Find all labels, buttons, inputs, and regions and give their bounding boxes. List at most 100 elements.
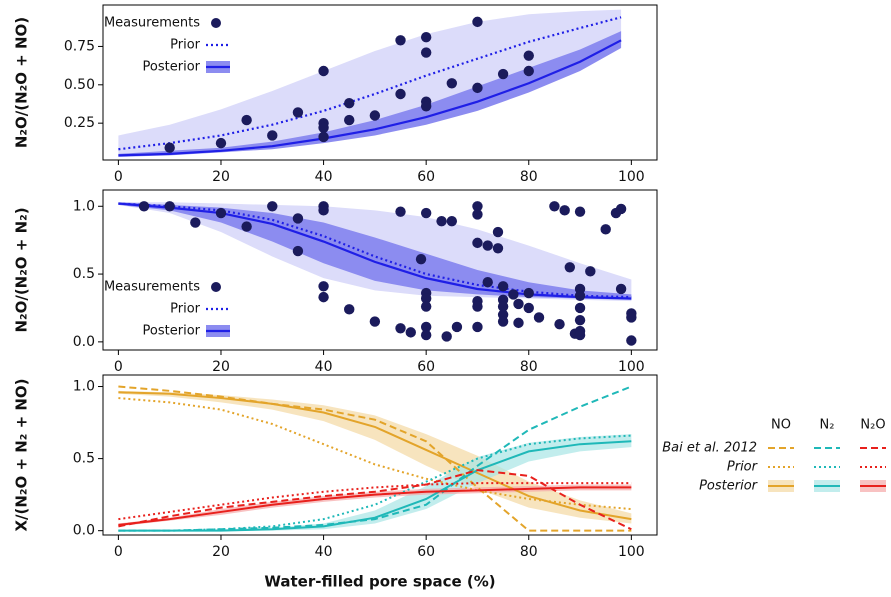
curve bbox=[118, 482, 632, 521]
axes-frame bbox=[102, 374, 658, 536]
measurement bbox=[138, 201, 150, 212]
measurement bbox=[585, 266, 596, 277]
measurement bbox=[420, 32, 432, 43]
measurement bbox=[574, 314, 586, 326]
measurement bbox=[420, 321, 432, 333]
measurement bbox=[508, 289, 519, 300]
measurement bbox=[574, 206, 586, 217]
measurement bbox=[395, 35, 406, 46]
measurement bbox=[626, 335, 637, 346]
y-tick-label: 0.0 bbox=[73, 523, 95, 539]
measurement bbox=[600, 224, 611, 235]
curve bbox=[118, 486, 632, 526]
measurement bbox=[446, 78, 458, 89]
measurement bbox=[533, 312, 545, 323]
x-tick-label: 60 bbox=[417, 169, 435, 185]
measurement bbox=[472, 321, 483, 333]
measurement bbox=[472, 237, 483, 249]
measurement bbox=[420, 293, 432, 304]
measurement bbox=[513, 298, 524, 310]
measurement bbox=[472, 82, 483, 94]
measurement bbox=[318, 65, 329, 77]
measurement bbox=[574, 302, 586, 314]
measurement bbox=[215, 207, 227, 219]
measurement bbox=[292, 245, 304, 257]
measurement bbox=[415, 253, 427, 265]
curve bbox=[118, 385, 632, 532]
curve bbox=[118, 469, 632, 531]
x-tick-label: 40 bbox=[315, 544, 333, 560]
curve bbox=[118, 385, 632, 532]
measurement bbox=[344, 98, 355, 109]
y-tick-label: 0.50 bbox=[64, 77, 95, 93]
legend-header: NO bbox=[771, 418, 791, 433]
measurement bbox=[318, 291, 329, 303]
measurement bbox=[492, 243, 504, 254]
measurement bbox=[436, 215, 447, 227]
measurement bbox=[344, 114, 355, 126]
x-tick-label: 100 bbox=[618, 544, 645, 560]
measurement bbox=[215, 137, 227, 149]
measurement bbox=[451, 321, 463, 333]
legend-label: Posterior bbox=[143, 324, 201, 339]
x-tick-label: 40 bbox=[315, 169, 333, 185]
legend-dot bbox=[211, 18, 221, 28]
measurement bbox=[523, 302, 534, 314]
measurement bbox=[482, 277, 493, 288]
measurement bbox=[615, 283, 627, 295]
measurement bbox=[472, 301, 483, 312]
measurement bbox=[267, 130, 278, 141]
y-tick-label: 0.75 bbox=[64, 38, 95, 54]
measurement bbox=[497, 316, 509, 327]
measurement bbox=[472, 201, 483, 212]
x-tick-label: 60 bbox=[417, 544, 435, 560]
legend-label: Posterior bbox=[143, 60, 201, 75]
band bbox=[118, 31, 622, 157]
y-axis-label: N₂O/(N₂O + N₂) bbox=[13, 207, 31, 332]
band bbox=[118, 484, 632, 527]
measurement bbox=[241, 221, 252, 232]
x-tick-label: 80 bbox=[520, 169, 538, 185]
measurement bbox=[554, 319, 565, 330]
measurement bbox=[318, 281, 329, 292]
y-axis-label: X/(N₂O + N₂ + NO) bbox=[13, 378, 31, 531]
legend-label: Measurements bbox=[104, 16, 200, 31]
measurement bbox=[574, 329, 586, 341]
measurement bbox=[344, 304, 355, 315]
measurement bbox=[497, 301, 509, 312]
measurement bbox=[482, 240, 493, 251]
measurement bbox=[395, 206, 406, 217]
legend-label: Prior bbox=[170, 38, 201, 53]
legend-dot bbox=[211, 282, 221, 292]
measurement bbox=[497, 281, 509, 292]
measurement bbox=[395, 323, 406, 334]
measurement bbox=[369, 110, 381, 121]
measurement bbox=[318, 122, 329, 133]
measurement bbox=[615, 203, 627, 215]
x-tick-label: 60 bbox=[417, 359, 435, 375]
x-tick-label: 100 bbox=[618, 169, 645, 185]
x-tick-label: 0 bbox=[114, 544, 123, 560]
measurement bbox=[497, 68, 509, 80]
measurement bbox=[420, 301, 432, 312]
legend-header: N₂O bbox=[860, 418, 885, 433]
curve bbox=[118, 39, 622, 157]
measurement bbox=[164, 201, 175, 212]
plot-area bbox=[118, 9, 622, 157]
y-tick-label: 0.5 bbox=[73, 266, 95, 282]
measurement bbox=[523, 65, 534, 77]
measurement bbox=[574, 290, 586, 301]
measurement bbox=[369, 316, 381, 327]
measurement bbox=[241, 114, 252, 126]
plot-area bbox=[118, 385, 632, 532]
measurement bbox=[318, 131, 329, 143]
curve bbox=[118, 202, 632, 299]
axes-frame bbox=[102, 189, 658, 351]
curve bbox=[118, 391, 632, 521]
y-tick-label: 1.0 bbox=[73, 379, 95, 395]
x-tick-label: 80 bbox=[520, 544, 538, 560]
measurement bbox=[441, 331, 452, 342]
measurement bbox=[395, 88, 406, 100]
plot-area bbox=[118, 201, 637, 346]
